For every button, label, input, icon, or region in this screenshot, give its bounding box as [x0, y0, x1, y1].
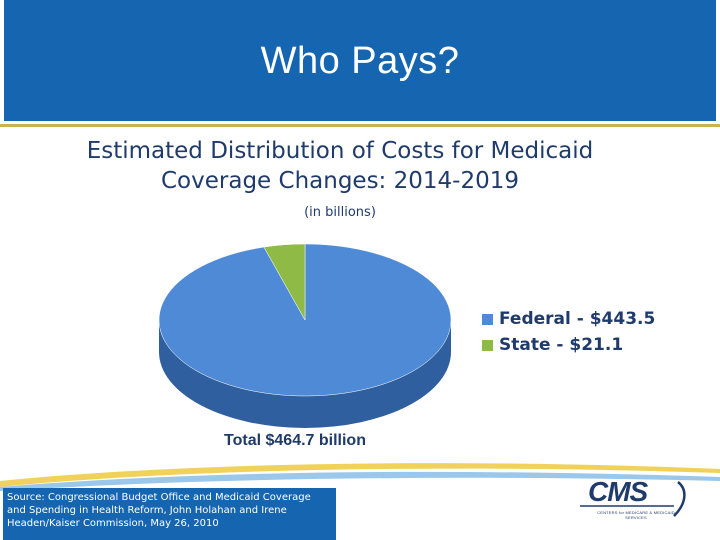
legend-item-state: State - $21.1	[482, 332, 655, 358]
legend-item-federal: Federal - $443.5	[482, 306, 655, 332]
swoosh-blue	[0, 471, 720, 491]
logo-swoosh	[580, 481, 686, 517]
source-note: Source: Congressional Budget Office and …	[3, 488, 336, 540]
chart-subtitle: (in billions)	[304, 205, 376, 220]
slide-title: Who Pays?	[260, 40, 460, 82]
footer-swoosh	[0, 463, 720, 491]
legend-label-state: State - $21.1	[499, 335, 624, 355]
logo-text: CMS	[588, 476, 648, 507]
pie-slice-state	[263, 243, 306, 321]
chart-title: Estimated Distribution of Costs for Medi…	[40, 136, 640, 196]
swoosh-yellow	[0, 463, 720, 487]
legend-swatch-state	[482, 339, 493, 351]
legend-swatch-federal	[482, 313, 493, 325]
cms-logo: CMS CENTERS for MEDICARE & MEDICAID SERV…	[578, 476, 698, 520]
header-divider	[0, 124, 720, 127]
header: Who Pays?	[0, 0, 720, 124]
legend-label-federal: Federal - $443.5	[499, 309, 656, 329]
chart-title-line1: Estimated Distribution of Costs for Medi…	[86, 138, 594, 164]
logo-subtext: CENTERS for MEDICARE & MEDICAID SERVICES	[597, 510, 675, 520]
total-label: Total $464.7 billion	[224, 432, 366, 449]
chart-title-line2: Coverage Changes: 2014-2019	[161, 168, 519, 194]
header-band	[4, 0, 716, 121]
legend: Federal - $443.5 State - $21.1	[482, 306, 655, 358]
pie-side-federal	[159, 320, 451, 428]
